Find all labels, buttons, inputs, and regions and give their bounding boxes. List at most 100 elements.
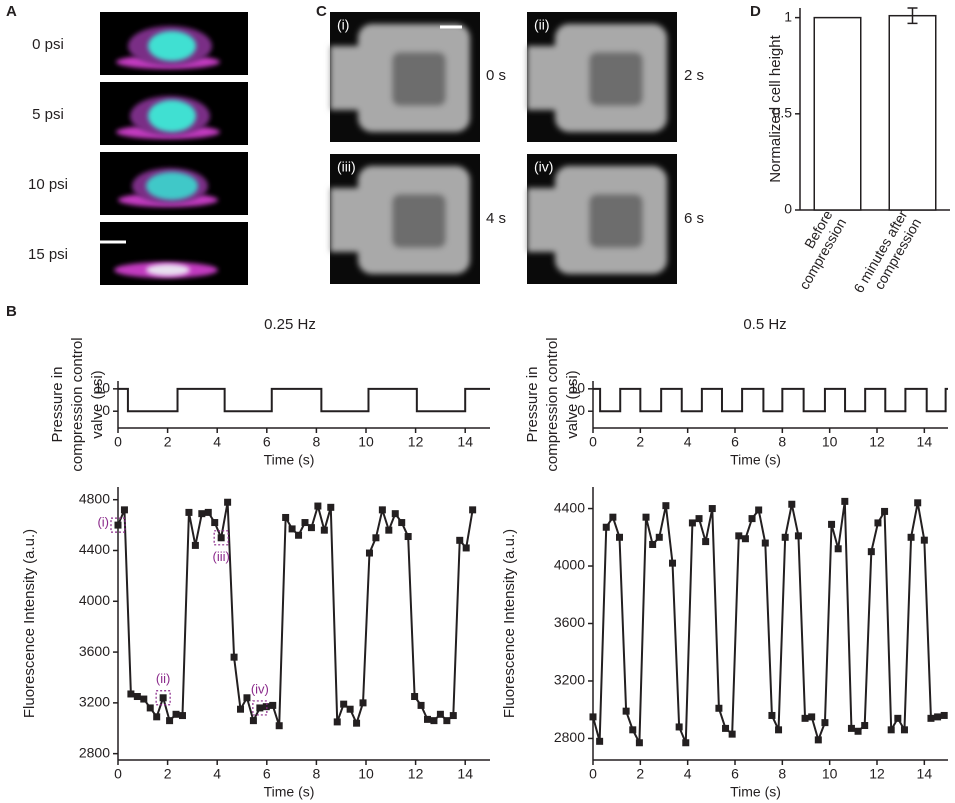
x-tick-label: 2 [164,434,172,450]
data-point [301,519,309,527]
y-tick-label: 0 [102,402,110,418]
data-point [669,559,677,567]
x-tick-label: 0 [589,766,597,782]
data-point [920,536,928,544]
data-point [688,519,696,527]
data-point [262,703,270,711]
y-axis-label: compression control [69,337,86,471]
data-point [398,519,406,527]
x-tick-label: 14 [457,434,473,450]
data-point [642,513,650,521]
data-point [616,533,624,541]
data-point [801,714,809,722]
data-point [269,701,277,709]
y-axis-label: compression control [544,337,561,471]
data-point [900,726,908,734]
x-axis-label: Time (s) [730,452,781,468]
x-tick-label: 12 [869,766,885,782]
data-point [828,520,836,528]
data-point [127,690,135,698]
x-tick-label: 0 [114,434,122,450]
x-tick-label: 6 [263,434,271,450]
bar [813,16,862,211]
data-line [118,387,490,413]
x-tick-label: 6 [263,766,271,782]
x-tick-label: 8 [778,434,786,450]
data-point [282,513,290,521]
x-tick-label: 4 [684,434,692,450]
y-tick-label: 2800 [554,729,585,745]
data-point [715,704,723,712]
data-point [708,505,716,513]
data-point [794,532,802,540]
x-tick-label: 4 [213,434,221,450]
data-point [307,524,315,532]
y-tick-label: 4400 [554,499,585,515]
data-point [635,739,643,747]
data-point [662,502,670,510]
image [100,152,248,215]
chart-title: 0.5 Hz [743,316,786,333]
data-point [589,713,597,721]
panel-label: B [6,303,17,320]
data-point [353,719,361,727]
data-point [854,727,862,735]
data-point [602,523,610,531]
y-tick-label: 0 [577,402,585,418]
annotation-box [110,517,126,533]
x-tick-label: 8 [313,434,321,450]
data-point [249,717,257,725]
x-axis-label: Time (s) [264,452,315,468]
data-point [761,539,769,547]
data-point [808,713,816,721]
data-point [224,498,232,506]
data-point [443,717,451,725]
image-tag: (iv) [534,159,553,175]
x-tick-label: 14 [917,766,933,782]
data-point [320,526,328,534]
data-point [914,499,922,507]
x-tick-label: 8 [778,766,786,782]
pressure-label: 5 psi [32,106,64,123]
annotation-box [213,530,229,546]
data-point [424,715,432,723]
data-point [735,532,743,540]
y-axis-label: Normalized cell height [767,34,784,182]
data-point [609,513,617,521]
data-point [178,712,186,720]
data-point [359,699,367,707]
image [330,12,480,142]
x-tick-label: 10 [358,434,374,450]
x-axis-label: Time (s) [730,784,781,800]
data-point [695,515,703,523]
data-point [172,710,180,718]
image-tag: (i) [337,17,349,33]
data-point [391,510,399,518]
image [100,12,248,75]
y-tick-label: 4000 [79,592,110,608]
data-point [185,508,193,516]
data-point [417,701,425,709]
time-label: 2 s [684,67,704,84]
data-point [378,506,386,514]
y-tick-label: 1 [784,8,792,24]
data-point [596,737,604,745]
x-tick-label: 6 [731,766,739,782]
data-point [166,717,174,725]
data-point [114,521,122,529]
data-point [275,722,283,730]
data-point [146,704,154,712]
data-point [775,726,783,734]
data-point [153,713,161,721]
x-tick-label: 4 [684,766,692,782]
data-point [814,736,822,744]
annotation-box [155,690,171,706]
data-point [755,506,763,514]
x-tick-label: 10 [358,766,374,782]
panel-a: 0 psi 5 psi 10 psi 15 psi [28,12,248,285]
annotation: (ii) [156,671,170,686]
data-point [469,506,477,514]
data-point [385,526,393,534]
